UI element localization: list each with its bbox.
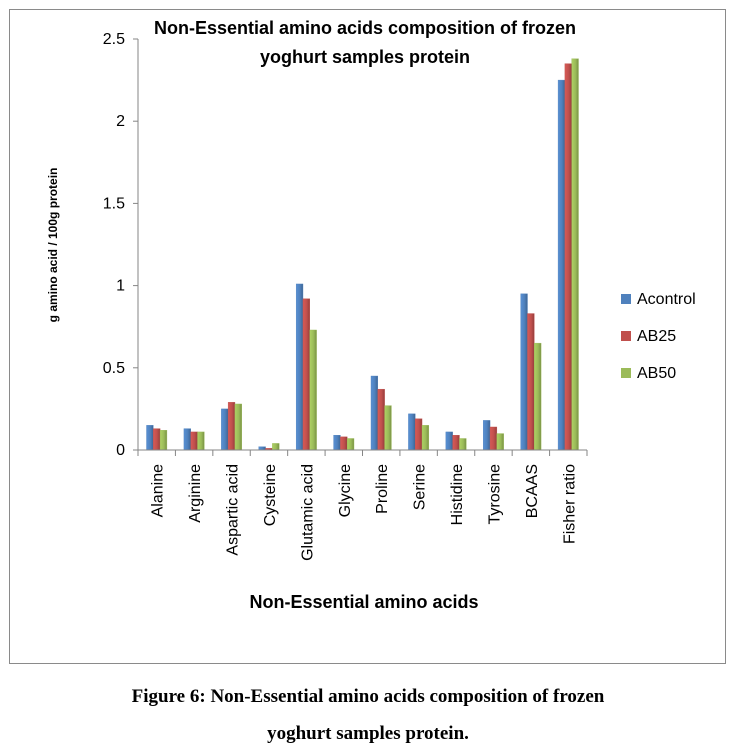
x-tick-label: Proline xyxy=(374,464,391,514)
bar xyxy=(534,342,542,451)
y-axis-label: g amino acid / 100g protein xyxy=(46,168,60,323)
chart-title-line-2: yoghurt samples protein xyxy=(260,47,470,67)
y-tick-label: 2.5 xyxy=(103,31,125,48)
bar xyxy=(564,63,572,451)
bar xyxy=(272,443,280,451)
x-tick-label: Serine xyxy=(412,464,429,510)
y-tick-label: 0 xyxy=(116,442,125,459)
bar xyxy=(221,408,229,451)
bar xyxy=(483,420,491,451)
x-tick-label: Histidine xyxy=(449,464,466,525)
x-tick-label: Arginine xyxy=(187,464,204,523)
legend-swatch xyxy=(621,331,631,341)
x-axis-label: Non-Essential amino acids xyxy=(249,592,478,612)
bar xyxy=(346,438,355,451)
bar xyxy=(234,403,242,451)
bar xyxy=(146,425,154,451)
legend-label: AB25 xyxy=(637,328,676,345)
bar xyxy=(496,433,504,451)
bar xyxy=(459,438,467,451)
bar xyxy=(489,426,498,451)
bar xyxy=(571,58,579,451)
figure-caption-line2: yoghurt samples protein. xyxy=(267,723,469,744)
x-tick-label: Glycine xyxy=(337,464,354,517)
legend-swatch xyxy=(621,368,631,378)
bar xyxy=(190,431,198,451)
y-tick-label: 1 xyxy=(116,278,125,295)
x-tick-label: Fisher ratio xyxy=(561,464,578,544)
y-tick-label: 0.5 xyxy=(103,360,125,377)
bar xyxy=(445,431,453,451)
legend-label: Acontrol xyxy=(637,291,696,308)
chart-title-line-1: Non-Essential amino acids composition of… xyxy=(154,18,576,38)
x-tick-label: BCAAS xyxy=(524,464,541,518)
x-tick-label: Alanine xyxy=(150,464,167,517)
x-tick-label: Cysteine xyxy=(262,464,279,526)
y-tick-label: 1.5 xyxy=(103,195,125,212)
chart-title: Non-Essential amino acids composition of… xyxy=(154,18,576,67)
bar xyxy=(520,293,528,451)
x-axis-ticks: Alanine Arginine Aspartic acid Cysteine Glut… xyxy=(137,450,588,561)
bar xyxy=(309,329,317,451)
bar xyxy=(557,79,566,451)
bar xyxy=(340,436,348,451)
legend: Acontrol AB25 AB50 xyxy=(621,291,696,382)
bar xyxy=(153,428,161,451)
y-tick-label: 2 xyxy=(116,113,125,130)
axes xyxy=(137,39,587,451)
bar xyxy=(159,430,168,451)
bar-chart: Non-Essential amino acids composition of… xyxy=(46,18,696,612)
bar xyxy=(377,388,385,451)
bar xyxy=(421,425,430,451)
x-tick-label: Tyrosine xyxy=(486,464,503,525)
bar xyxy=(527,313,535,451)
bar xyxy=(302,298,310,451)
bar xyxy=(370,375,379,451)
x-tick-label: Aspartic acid xyxy=(225,464,242,556)
bar xyxy=(183,428,191,451)
legend-swatch xyxy=(621,294,631,304)
bar xyxy=(227,402,236,451)
bar xyxy=(452,435,460,451)
bar xyxy=(415,418,423,451)
bars xyxy=(146,58,579,451)
y-axis-ticks: 0 0.5 1 1.5 2 2.5 xyxy=(103,31,138,459)
bar xyxy=(197,431,205,451)
bar xyxy=(333,435,341,451)
x-tick-label: Glutamic acid xyxy=(299,464,316,561)
bar xyxy=(384,405,392,451)
chart-frame: Non-Essential amino acids composition of… xyxy=(9,9,726,664)
legend-label: AB50 xyxy=(637,365,676,382)
bar xyxy=(295,283,304,451)
bar xyxy=(408,413,416,451)
figure-caption-line1: Figure 6: Non-Essential amino acids comp… xyxy=(131,686,605,707)
